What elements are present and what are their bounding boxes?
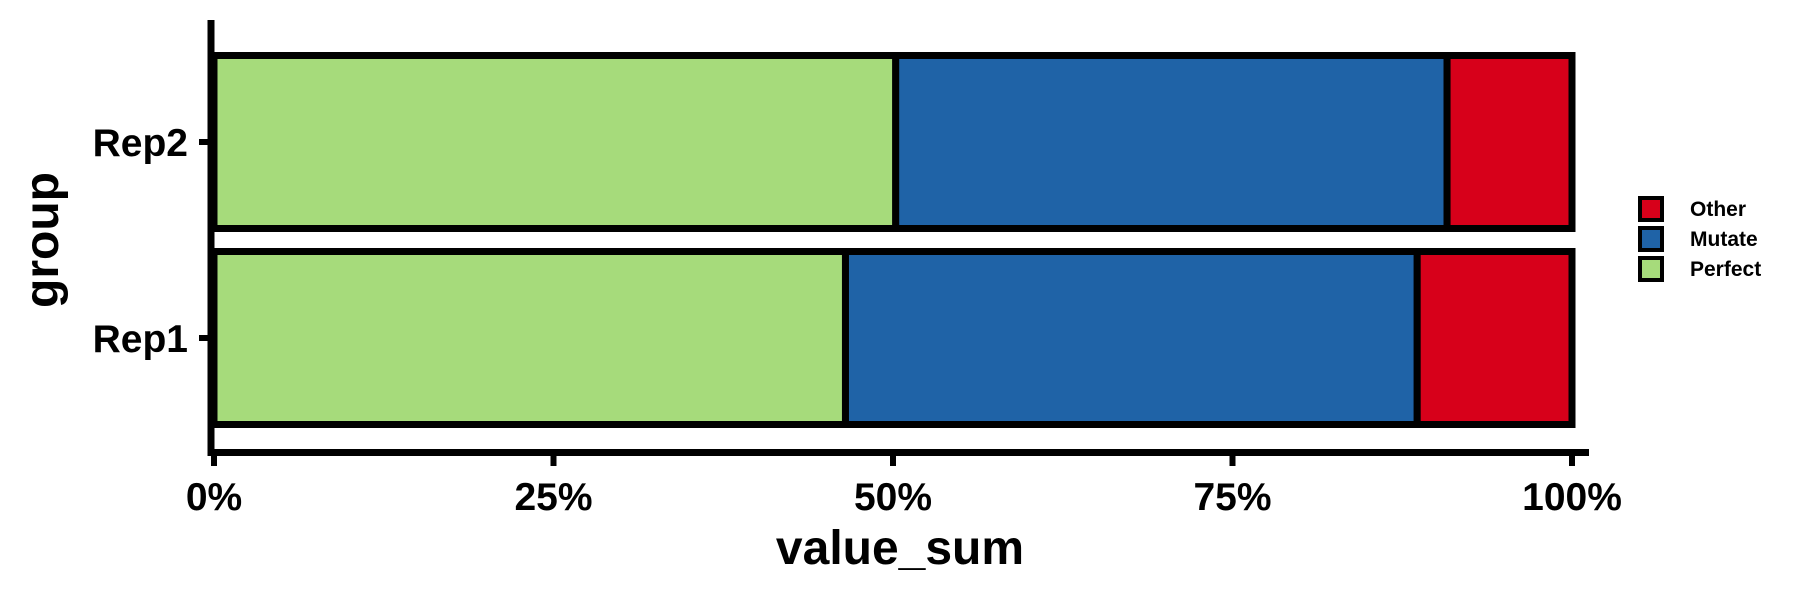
bar-rep1-mutate bbox=[841, 248, 1421, 428]
x-ticks-layer: 0% 25% 50% 75% 100% bbox=[186, 456, 1622, 519]
x-tick-label: 0% bbox=[186, 476, 242, 519]
bar-rep2-mutate bbox=[892, 52, 1451, 232]
legend-label-mutate: Mutate bbox=[1690, 228, 1758, 251]
x-axis-title: value_sum bbox=[776, 522, 1024, 575]
x-tick-label: 100% bbox=[1522, 476, 1622, 519]
legend-key-other bbox=[1638, 196, 1664, 222]
legend-key-perfect bbox=[1638, 256, 1664, 282]
y-tick-label-rep2: Rep2 bbox=[93, 122, 188, 165]
y-axis-title: group bbox=[16, 172, 69, 308]
bar-rep1-other bbox=[1413, 248, 1576, 428]
bar-rep1-perfect bbox=[210, 248, 849, 428]
x-tick-label: 25% bbox=[514, 476, 592, 519]
legend: Other Mutate Perfect bbox=[1638, 196, 1761, 282]
legend-key-mutate bbox=[1638, 226, 1664, 252]
x-tick-label: 50% bbox=[854, 476, 932, 519]
legend-label-other: Other bbox=[1690, 198, 1746, 221]
y-ticks-layer: Rep1 Rep2 bbox=[93, 122, 208, 361]
legend-label-perfect: Perfect bbox=[1690, 258, 1761, 281]
bars-layer bbox=[210, 52, 1576, 428]
bar-rep2-perfect bbox=[210, 52, 900, 232]
bar-rep2-other bbox=[1443, 52, 1576, 232]
y-tick-label-rep1: Rep1 bbox=[93, 318, 188, 361]
axes-layer bbox=[207, 20, 1589, 456]
x-tick-label: 75% bbox=[1193, 476, 1271, 519]
